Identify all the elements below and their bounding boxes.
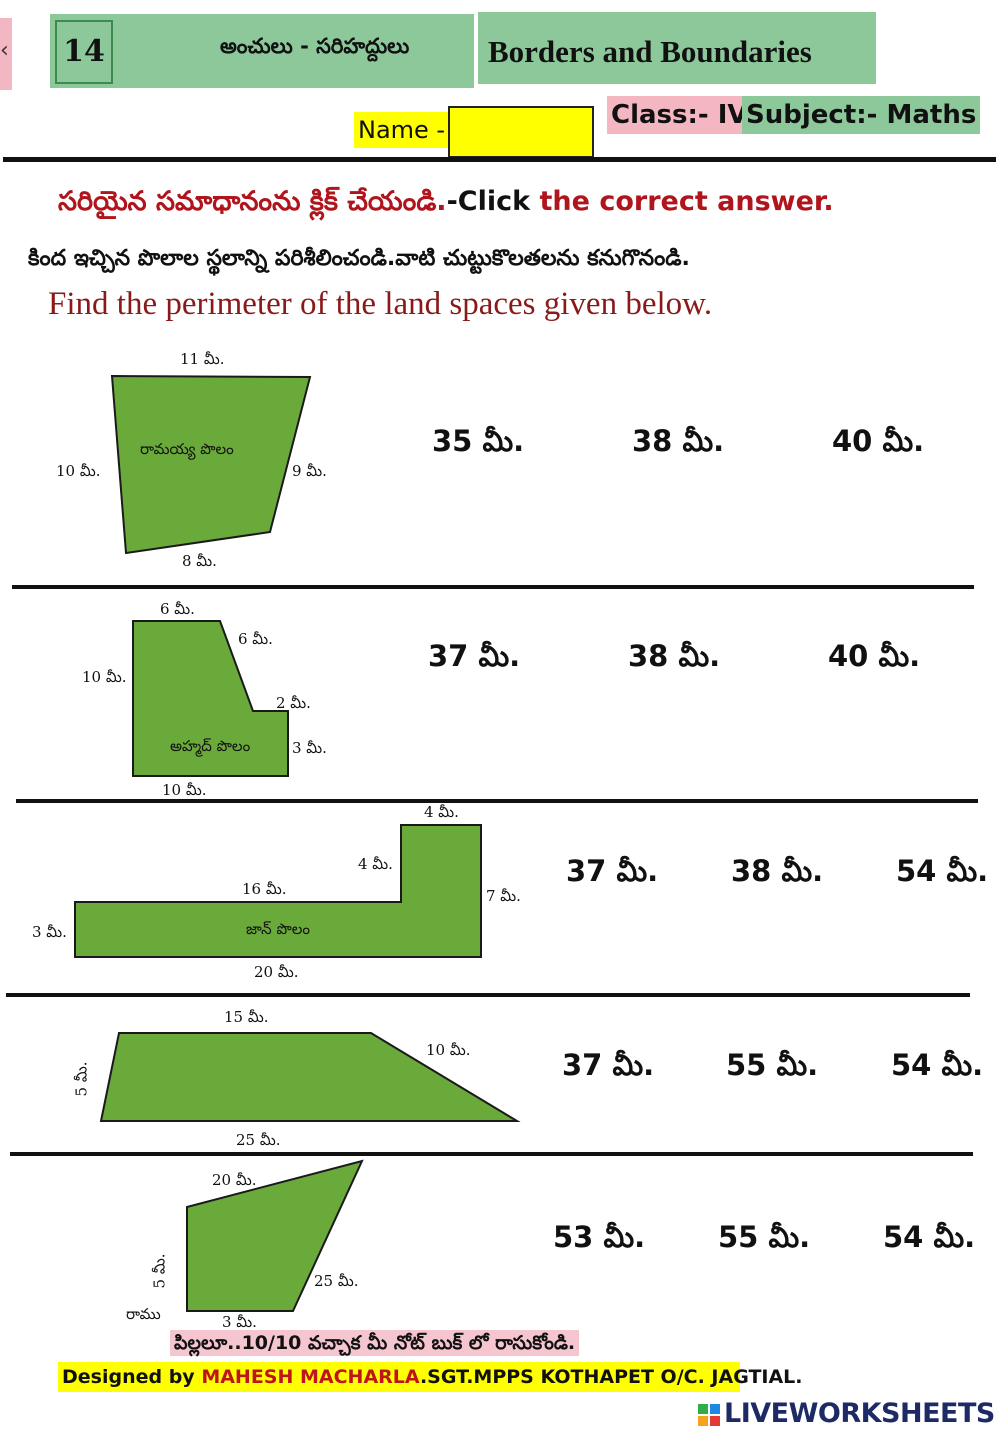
dimension-label: 4 మీ. [424,803,459,821]
field-label: అహ్మద్ పొలం [170,737,251,755]
question-divider [12,585,974,589]
dimension-label: 3 మీ. [32,923,67,941]
answer-option[interactable]: 53 మీ. [553,1220,646,1254]
answer-option[interactable]: 54 మీ. [891,1048,984,1082]
dimension-label: 4 మీ. [358,855,393,873]
dimension-label: 20 మీ. [254,963,299,981]
dimension-label: 7 మీ. [486,887,521,905]
answer-option[interactable]: 35 మీ. [432,424,525,458]
dimension-label: 6 మీ. [238,630,273,648]
answer-option[interactable]: 38 మీ. [628,639,721,673]
dimension-label: 5 మీ. [72,1061,91,1097]
dimension-label: 10 మీ. [426,1041,471,1059]
dimension-label: 25 మీ. [236,1131,281,1149]
field-shape-1 [110,374,312,555]
credit-prefix: Designed by [62,1366,202,1388]
page-title: Borders and Boundaries [478,12,876,84]
dimension-label: 5 మీ. [150,1253,169,1289]
header-number-panel [50,14,474,88]
field-label: రామయ్య పొలం [140,440,234,458]
liveworksheets-logo-icon [698,1403,720,1426]
instruction-english: the correct answer. [530,186,834,217]
dimension-label: 16 మీ. [242,880,287,898]
answer-option[interactable]: 55 మీ. [718,1220,811,1254]
question-divider [16,799,978,803]
field-shape-5 [186,1159,364,1312]
dimension-label: 15 మీ. [224,1008,269,1026]
answer-option[interactable]: 54 మీ. [896,854,989,888]
field-label: రాము [126,1305,161,1323]
liveworksheets-brand[interactable]: LIVEWORKSHEETS [698,1398,995,1429]
subject-label: Subject:- Maths [742,96,981,134]
dimension-label: 10 మీ. [162,781,207,799]
answer-option[interactable]: 37 మీ. [566,854,659,888]
field-shape-2 [132,620,289,777]
task-english: Find the perimeter of the land spaces gi… [48,286,713,322]
dimension-label: 3 మీ. [292,739,327,757]
dimension-label: 20 మీ. [212,1171,257,1189]
answer-option[interactable]: 37 మీ. [562,1048,655,1082]
dimension-label: 2 మీ. [276,694,311,712]
dimension-label: 11 మీ. [180,350,225,368]
header-divider [3,157,996,162]
question-divider [6,993,970,997]
answer-option[interactable]: 40 మీ. [832,424,925,458]
left-edge-tab [0,18,12,90]
dimension-label: 10 మీ. [56,462,101,480]
answer-option[interactable]: 37 మీ. [428,639,521,673]
class-label: Class:- IV [607,96,752,134]
instruction-click: -Click [446,186,531,217]
brand-text: LIVEWORKSHEETS [724,1398,995,1429]
name-input[interactable] [448,106,594,158]
field-label: జాన్ పొలం [246,920,310,938]
dimension-label: 25 మీ. [314,1272,359,1290]
dimension-label: 10 మీ. [82,668,127,686]
dimension-label: 6 మీ. [160,600,195,618]
field-shape-3 [74,824,482,958]
answer-option[interactable]: 40 మీ. [828,639,921,673]
answer-option[interactable]: 38 మీ. [632,424,725,458]
credit-name: MAHESH MACHARLA [201,1366,420,1388]
answer-option[interactable]: 55 మీ. [726,1048,819,1082]
answer-option[interactable]: 54 మీ. [883,1220,976,1254]
chevron-left-icon[interactable]: ‹ [0,38,9,63]
answer-option[interactable]: 38 మీ. [731,854,824,888]
dimension-label: 8 మీ. [182,552,217,570]
worksheet-number: 14 [55,20,113,84]
instruction-line-1: సరియైన సమాధానంను క్లిక్ చేయండి.-Click th… [58,186,834,224]
instruction-telugu: సరియైన సమాధానంను క్లిక్ చేయండి. [58,186,447,217]
question-divider [10,1152,973,1156]
field-shape-4 [99,1032,521,1122]
name-label: Name - [354,112,450,148]
telugu-title: అంచులు - సరిహద్దులు [220,34,410,58]
dimension-label: 9 మీ. [292,462,327,480]
footer-note: పిల్లలూ..10/10 వచ్చాక మీ నోట్ బుక్ లో రా… [170,1330,580,1356]
credit-line: Designed by MAHESH MACHARLA.SGT.MPPS KOT… [58,1362,803,1392]
credit-rest: .SGT.MPPS KOTHAPET O/C. JAGTIAL. [419,1366,803,1388]
task-telugu: కింద ఇచ్చిన పొలాల స్థలాన్ని పరిశీలించండి… [28,246,690,271]
dimension-label: 3 మీ. [222,1313,257,1331]
